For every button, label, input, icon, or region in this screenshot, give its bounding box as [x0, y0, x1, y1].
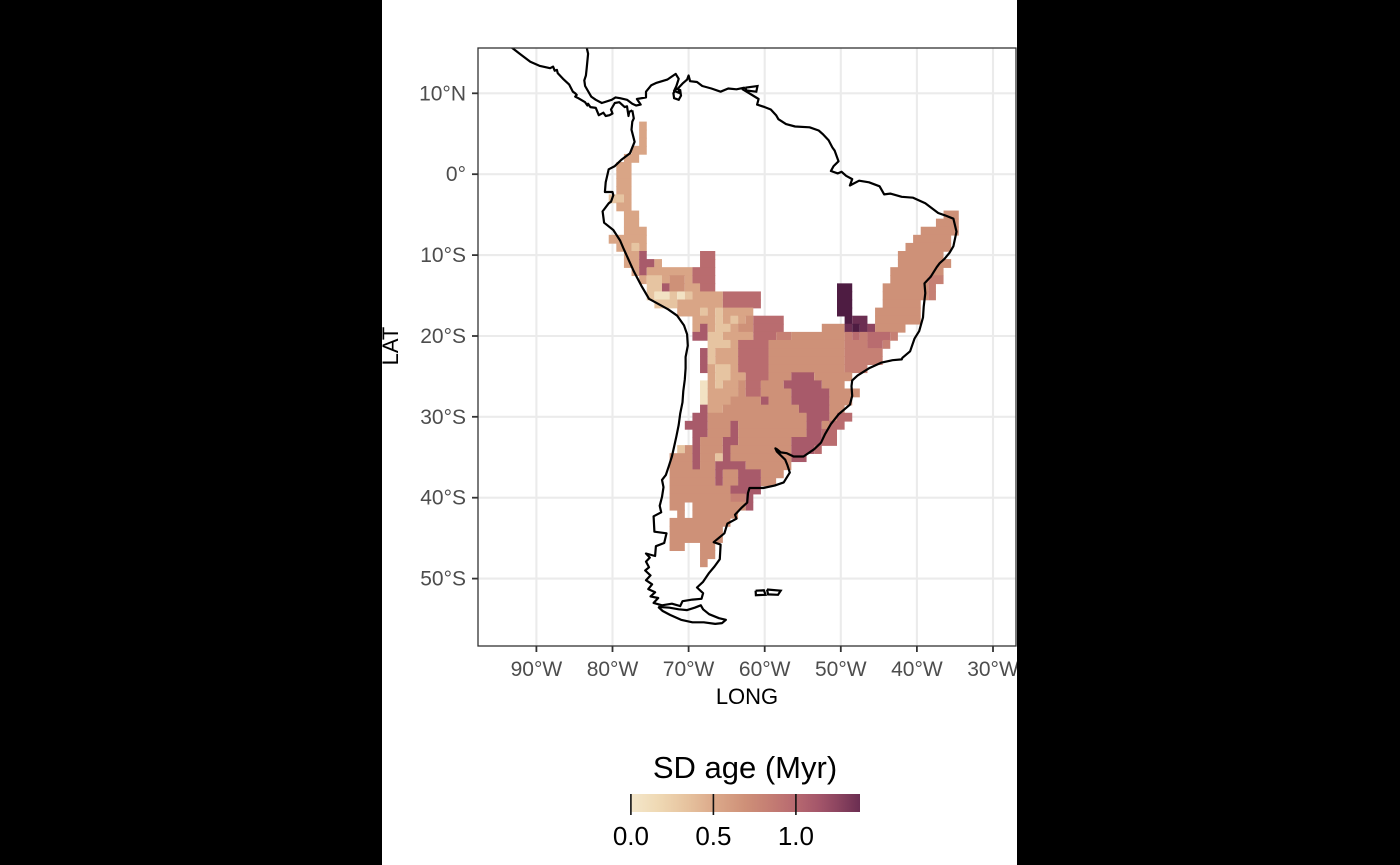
svg-text:LAT: LAT	[378, 327, 403, 366]
svg-text:20°S: 20°S	[420, 325, 466, 348]
svg-text:60°W: 60°W	[739, 658, 791, 681]
svg-text:80°W: 80°W	[587, 658, 639, 681]
svg-text:90°W: 90°W	[511, 658, 563, 681]
svg-text:1.0: 1.0	[778, 821, 814, 851]
svg-text:10°S: 10°S	[420, 244, 466, 267]
svg-text:10°N: 10°N	[419, 82, 466, 105]
svg-text:LONG: LONG	[716, 684, 778, 709]
svg-text:40°W: 40°W	[891, 658, 943, 681]
svg-text:0.0: 0.0	[613, 821, 649, 851]
svg-text:50°W: 50°W	[815, 658, 867, 681]
svg-text:0.5: 0.5	[695, 821, 731, 851]
svg-text:50°S: 50°S	[420, 568, 466, 591]
svg-text:70°W: 70°W	[663, 658, 715, 681]
svg-text:SD age (Myr): SD age (Myr)	[653, 750, 837, 785]
svg-text:40°S: 40°S	[420, 487, 466, 510]
svg-text:0°: 0°	[446, 163, 466, 186]
svg-text:30°W: 30°W	[967, 658, 1019, 681]
svg-text:30°S: 30°S	[420, 406, 466, 429]
